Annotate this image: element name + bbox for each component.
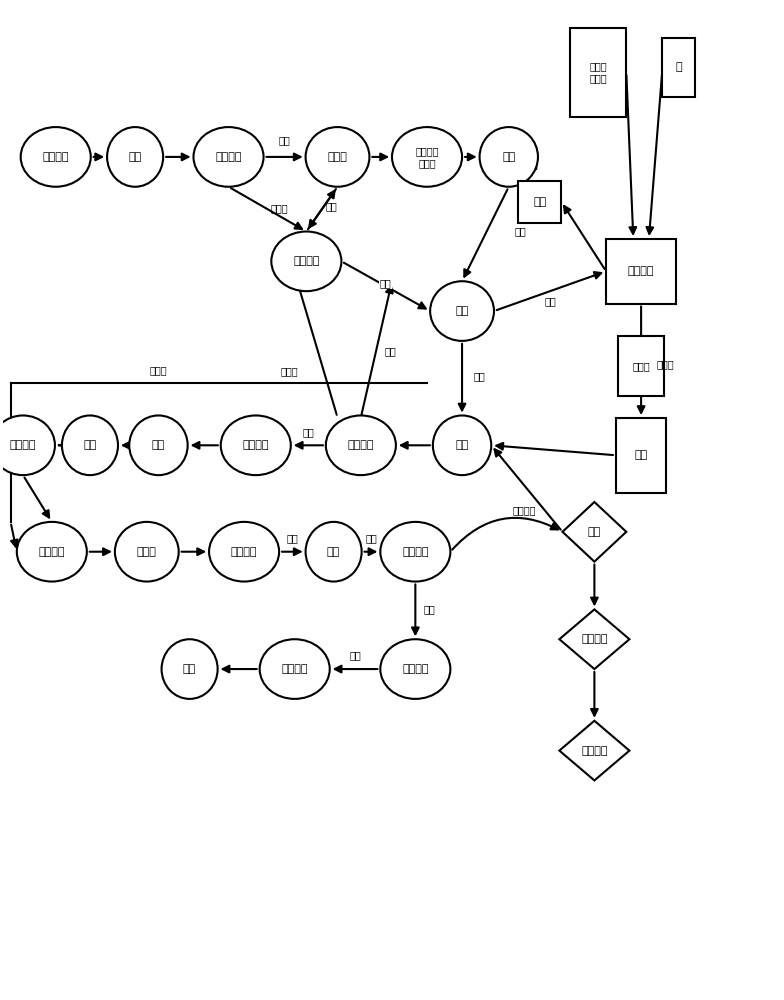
Text: 连续压机: 连续压机 [38,547,65,557]
Text: 削片: 削片 [129,152,142,162]
Text: 活性炭粉: 活性炭粉 [581,746,608,756]
Text: 横截锯: 横截锯 [137,547,157,557]
Text: 翻板冷却: 翻板冷却 [230,547,257,557]
Ellipse shape [129,415,187,475]
Ellipse shape [392,127,462,187]
Text: 蒸汽: 蒸汽 [515,227,527,236]
Ellipse shape [260,639,330,699]
Text: 计量泵: 计量泵 [657,359,674,369]
Ellipse shape [380,639,450,699]
Text: 风机: 风机 [588,527,601,537]
Ellipse shape [433,415,492,475]
Text: 双溶解罐: 双溶解罐 [628,266,655,276]
Text: 热磨: 热磨 [456,306,469,316]
Text: 预热系统: 预热系统 [9,440,36,450]
Ellipse shape [62,415,118,475]
Text: 产品入库: 产品入库 [281,664,308,674]
Ellipse shape [480,127,538,187]
Ellipse shape [271,231,341,291]
Ellipse shape [115,522,179,582]
Text: 干燥: 干燥 [456,440,469,450]
Bar [662,38,695,97]
Ellipse shape [221,415,291,475]
Ellipse shape [306,127,369,187]
Ellipse shape [107,127,163,187]
Ellipse shape [326,415,396,475]
Text: 烟气: 烟气 [384,346,396,356]
Ellipse shape [306,522,361,582]
Text: 计量螺旋: 计量螺旋 [581,634,608,644]
Text: 合格: 合格 [278,135,290,145]
Bar [615,418,666,493]
Text: 水: 水 [675,62,682,72]
Text: 蒸汽: 蒸汽 [544,296,556,306]
Text: 堆垛: 堆垛 [327,547,340,557]
Bar [518,181,561,223]
Text: 蒸汽: 蒸汽 [326,202,338,212]
Ellipse shape [20,127,91,187]
Text: 木片筛选: 木片筛选 [216,152,241,162]
Text: 叉车: 叉车 [365,533,377,543]
Text: 预蒸煮: 预蒸煮 [328,152,347,162]
Text: 不合格: 不合格 [281,366,299,376]
Text: 销售: 销售 [183,664,196,674]
Text: 叉车: 叉车 [349,650,361,660]
Polygon shape [559,721,630,780]
Ellipse shape [380,522,450,582]
Text: 热能工厂: 热能工厂 [293,256,320,266]
Text: 砂光锯切: 砂光锯切 [402,547,429,557]
Text: 检验分等: 检验分等 [402,664,429,674]
Text: 备料工段: 备料工段 [42,152,69,162]
Ellipse shape [162,639,218,699]
Text: 不合格: 不合格 [270,204,288,214]
Text: 挤压式木
蒸螺旋: 挤压式木 蒸螺旋 [416,146,439,168]
Ellipse shape [430,281,494,341]
Text: 砂光粉尘: 砂光粉尘 [513,505,536,515]
Text: 铺装: 铺装 [152,440,165,450]
Bar [618,336,665,396]
Text: 纤维风选: 纤维风选 [347,440,374,450]
Polygon shape [559,609,630,669]
Text: 蒸汽: 蒸汽 [380,278,392,288]
Text: 施蜡: 施蜡 [533,197,546,207]
Bar [606,239,676,304]
Text: 预压: 预压 [83,440,96,450]
Ellipse shape [194,127,263,187]
Text: 叉车: 叉车 [423,604,435,614]
Text: 施胶: 施胶 [634,450,648,460]
Text: 导热油: 导热油 [150,365,167,375]
Ellipse shape [16,522,87,582]
Bar [570,28,626,117]
Ellipse shape [209,522,279,582]
Text: 计量泵: 计量泵 [632,361,650,371]
Text: 蒸汽: 蒸汽 [474,371,485,381]
Text: 酸性粒
子元青: 酸性粒 子元青 [590,62,607,83]
Text: 叉车: 叉车 [286,533,298,543]
Polygon shape [562,502,626,562]
Text: 合格: 合格 [303,427,314,437]
Text: 蒸煮: 蒸煮 [502,152,515,162]
Ellipse shape [0,415,55,475]
Text: 纤维料仓: 纤维料仓 [242,440,269,450]
